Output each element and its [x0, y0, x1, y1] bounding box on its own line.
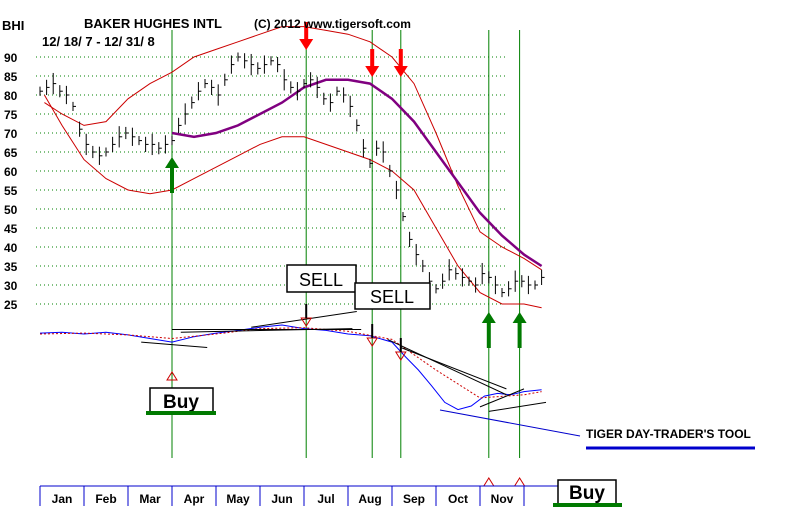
y-tick-label: 55	[4, 184, 18, 198]
sell-label-1: SELL	[299, 270, 343, 290]
sell-box-1: SELL	[286, 264, 357, 293]
x-tick-label: Nov	[491, 492, 514, 506]
bollinger-bands	[43, 26, 542, 309]
y-tick-label: 40	[4, 241, 18, 255]
y-tick-label: 80	[4, 89, 18, 103]
indicator-line	[39, 324, 542, 411]
buy-arrow	[512, 312, 527, 348]
y-tick-label: 70	[4, 127, 18, 141]
chart-title: BAKER HUGHES INTL	[84, 16, 222, 31]
x-tick-label: Sep	[403, 492, 425, 506]
trend-line	[400, 347, 507, 390]
signal-lines	[171, 30, 521, 458]
moving-average	[171, 78, 543, 268]
trend-line	[141, 341, 208, 348]
x-tick-label: Jun	[271, 492, 292, 506]
indicator-buy-marker	[482, 477, 495, 487]
buy-label-2: Buy	[569, 483, 605, 504]
x-axis: Jan Feb Mar Apr May Jun Jul Aug Sep Oct Nov	[39, 485, 560, 506]
tool-label: TIGER DAY-TRADER'S TOOL	[586, 427, 751, 441]
sell-arrow	[299, 22, 314, 50]
sell-arrow	[393, 49, 408, 77]
copyright: (C) 2012 www.tigersoft.com	[254, 17, 411, 31]
price-series	[39, 52, 545, 298]
y-tick-label: 90	[4, 51, 18, 65]
y-tick-label: 50	[4, 203, 18, 217]
indicator-buy-marker	[513, 477, 526, 487]
trend-line	[180, 328, 353, 333]
date-range: 12/ 18/ 7 - 12/ 31/ 8	[42, 34, 155, 49]
lower-band-line	[43, 94, 542, 309]
indicator-buy-marker	[166, 371, 178, 381]
x-tick-label: Mar	[139, 492, 161, 506]
tool-label-group: TIGER DAY-TRADER'S TOOL	[439, 409, 755, 450]
ticker-label: BHI	[2, 18, 24, 33]
y-axis-ticks: 90 85 80 75 70 65 60 55 50 45 40 35 30 25	[4, 51, 18, 312]
y-tick-label: 75	[4, 108, 18, 122]
moving-average-line	[171, 78, 543, 268]
trend-line	[251, 311, 357, 328]
y-tick-label: 65	[4, 146, 18, 160]
x-tick-label: Jan	[52, 492, 73, 506]
sell-box-2: SELL	[354, 282, 431, 310]
buy-arrow	[165, 157, 179, 193]
y-tick-label: 25	[4, 298, 18, 312]
sell-arrow	[365, 49, 380, 77]
trend-line	[479, 388, 525, 408]
x-tick-label: Feb	[95, 492, 116, 506]
x-tick-label: Jul	[317, 492, 334, 506]
indicator-panel	[39, 311, 547, 412]
x-tick-label: May	[226, 492, 250, 506]
price-grid	[36, 56, 508, 305]
sell-label-2: SELL	[370, 287, 414, 307]
y-tick-label: 45	[4, 222, 18, 236]
signal-arrows	[165, 22, 527, 487]
buy-box-2: Buy	[553, 479, 622, 507]
upper-band-line	[44, 26, 542, 271]
buy-arrow	[481, 312, 496, 348]
x-tick-label: Apr	[184, 492, 205, 506]
buy-box-1: Buy	[146, 387, 216, 415]
y-tick-label: 60	[4, 165, 18, 179]
trend-line	[387, 338, 507, 396]
trend-line	[488, 401, 547, 412]
buy-label-1: Buy	[163, 392, 199, 413]
y-tick-label: 30	[4, 279, 18, 293]
y-tick-label: 35	[4, 260, 18, 274]
x-tick-label: Aug	[358, 492, 381, 506]
x-tick-label: Oct	[448, 492, 468, 506]
y-tick-label: 85	[4, 70, 18, 84]
indicator-ma-line	[39, 327, 542, 399]
